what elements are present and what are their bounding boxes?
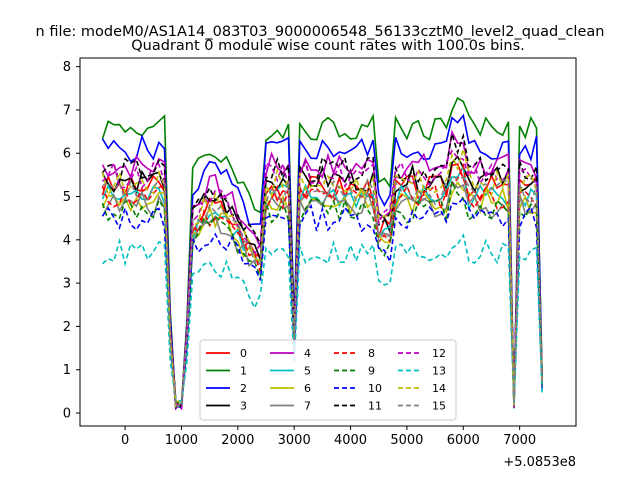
y-tick-label: 0 (63, 407, 71, 422)
figure-suptitle: n file: modeM0/AS1A14_083T03_9000006548_… (36, 24, 605, 40)
x-tick-label: 5000 (390, 433, 423, 448)
y-tick-label: 6 (63, 147, 71, 162)
x-tick-label: 3000 (278, 433, 311, 448)
x-axis: 0 1000 2000 3000 4000 5000 6000 7000 (121, 426, 536, 448)
legend-label-5: 5 (304, 365, 311, 378)
x-tick-label: 6000 (447, 433, 480, 448)
legend-label-11: 11 (368, 400, 382, 413)
axes-frame (79, 57, 577, 427)
y-tick-label: 4 (63, 233, 71, 248)
series-line-14 (101, 145, 543, 408)
legend-label-13: 13 (432, 365, 446, 378)
legend-label-8: 8 (368, 347, 375, 360)
y-axis: 0 1 2 3 4 5 6 7 8 (63, 60, 80, 422)
legend-label-10: 10 (368, 382, 382, 395)
x-tick-label: 0 (121, 433, 129, 448)
legend-label-2: 2 (240, 382, 247, 395)
y-tick-label: 8 (63, 60, 71, 75)
y-tick-label: 3 (63, 277, 71, 292)
legend-label-14: 14 (432, 382, 446, 395)
legend-label-15: 15 (432, 400, 446, 413)
legend-label-4: 4 (304, 347, 311, 360)
y-tick-label: 1 (63, 363, 71, 378)
legend-label-12: 12 (432, 347, 446, 360)
series-line-10 (101, 196, 543, 410)
legend-label-1: 1 (240, 365, 247, 378)
legend-label-6: 6 (304, 382, 311, 395)
y-tick-label: 2 (63, 320, 71, 335)
legend-label-7: 7 (304, 400, 311, 413)
legend-label-3: 3 (240, 400, 247, 413)
chart-title: Quadrant 0 module wise count rates with … (131, 38, 525, 54)
series-line-15 (102, 175, 543, 405)
x-tick-label: 2000 (221, 433, 254, 448)
legend-box (199, 339, 457, 421)
x-offset-label: +5.0853e8 (503, 455, 576, 470)
x-tick-label: 1000 (165, 433, 198, 448)
series-layer (101, 96, 543, 411)
y-tick-label: 5 (63, 190, 71, 205)
x-tick-label: 7000 (503, 433, 536, 448)
legend-label-0: 0 (240, 347, 247, 360)
y-tick-label: 7 (63, 103, 71, 118)
x-tick-label: 4000 (334, 433, 367, 448)
legend-label-9: 9 (368, 365, 375, 378)
